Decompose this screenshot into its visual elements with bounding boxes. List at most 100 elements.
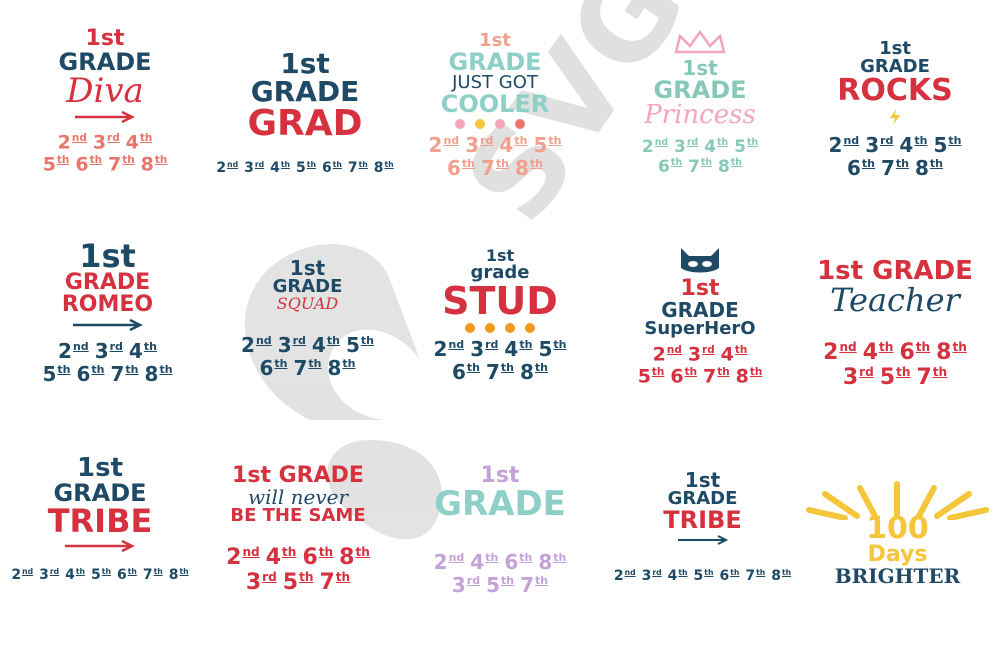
design-tribe: 1st GRADE TRIBE 2nd 3rd 4th 5th 6th 7th 8th — [5, 455, 195, 583]
grade-list: 2nd 3rd 4th 5th 6th 7th 8th — [225, 334, 390, 380]
design-line: Teacher — [830, 281, 960, 319]
grade-row: 3rd 5th 7th — [410, 574, 590, 597]
grade-row: 2nd 4th 6th 8th — [208, 545, 388, 570]
grade-label: 3rd — [842, 364, 874, 391]
design-colorful: 1st GRADE 2nd 4th 6th 8th 3rd 5th 7th — [410, 465, 590, 597]
grade-row: 2nd 3rd 4th 5th — [405, 338, 595, 361]
design-squad: 1st GRADE SQUAD 2nd 3rd 4th 5th 6th 7th 8th — [225, 258, 390, 380]
grade-list: 2nd 3rd 4th 5th 6th 7th 8th — [5, 567, 195, 583]
grade-label: 8th — [168, 566, 189, 583]
grade-label: 3rd — [865, 133, 894, 157]
design-diva: 1st GRADE Diva 2nd 3rd 4th 5th 6th 7th 8th — [20, 28, 190, 176]
grade-label: 2nd — [433, 337, 465, 361]
arrow-icon — [72, 318, 143, 332]
grade-label: 2nd — [428, 133, 460, 157]
grade-label: 8th — [915, 156, 944, 180]
grade-label: 5th — [538, 337, 567, 361]
grade-row: 5th 6th 7th 8th — [20, 154, 190, 176]
grade-label: 4th — [65, 566, 86, 583]
design-line: 1st — [480, 463, 520, 488]
grade-label: 5th — [296, 159, 316, 176]
sun-rays-decoration — [806, 481, 989, 520]
grade-label: 6th — [302, 544, 334, 570]
design-line: Diva — [66, 71, 144, 111]
design-superhero: 1st GRADE SuperHerO 2nd 3rd 4th 5th 6th 7th 8… — [610, 242, 790, 388]
grade-label: 2nd — [241, 333, 272, 357]
grade-label: 4th — [704, 137, 729, 157]
design-line: will never — [247, 485, 349, 509]
grade-label: 8th — [327, 356, 356, 380]
lightning-icon — [890, 109, 900, 125]
grade-row: 2nd 3rd 4th 5th 6th 7th 8th — [200, 160, 410, 176]
grade-label: 7th — [293, 356, 322, 380]
grade-label: 2nd — [58, 339, 89, 363]
design-line: GRADE — [53, 479, 147, 507]
design-line: 1st — [280, 47, 330, 80]
grade-label: 6th — [75, 153, 102, 176]
grade-list: 2nd 4th 6th 8th 3rd 5th 7th — [800, 340, 990, 391]
grade-label: 6th — [451, 360, 480, 384]
design-line: GRADE — [250, 75, 360, 108]
grade-label: 4th — [899, 133, 928, 157]
design-line: 1st — [680, 276, 720, 301]
grade-row: 2nd 3rd 4th 5th — [405, 134, 585, 157]
design-princess: 1st GRADE Princess 2nd 3rd 4th 5th 6th 7th 8t… — [625, 28, 775, 177]
design-tribe-small: 1st GRADE TRIBE 2nd 3rd 4th 5th 6th 7th 8th — [605, 470, 800, 584]
grade-row: 3rd 5th 7th — [800, 365, 990, 390]
grade-label: 5th — [91, 566, 111, 583]
grade-label: 3rd — [687, 343, 715, 366]
design-line: SQUAD — [276, 294, 339, 313]
grade-label: 7th — [703, 365, 730, 388]
design-line: GRADE — [272, 276, 343, 297]
grade-label: 3rd — [674, 137, 699, 157]
design-line: 1st GRADE — [232, 463, 364, 488]
grade-label: 3rd — [94, 339, 123, 363]
grade-label: 4th — [470, 550, 499, 574]
dots-decoration — [455, 119, 525, 129]
grade-label: 3rd — [92, 131, 120, 154]
grade-label: 6th — [658, 156, 683, 177]
design-line: GRADE — [64, 270, 151, 295]
grade-label: 4th — [265, 544, 297, 570]
design-brighter: 100 Days BRIGHTER — [805, 478, 990, 586]
grade-label: 7th — [319, 569, 351, 596]
dots-decoration — [465, 323, 535, 333]
grade-label: 3rd — [277, 333, 306, 357]
grade-row: 6th 7th 8th — [225, 357, 390, 380]
grade-label: 5th — [933, 133, 962, 157]
grade-label: 7th — [520, 573, 549, 597]
grade-list: 2nd 3rd 4th 5th 6th 7th 8th — [800, 134, 990, 180]
design-line: BRIGHTER — [834, 564, 961, 588]
grade-row: 6th 7th 8th — [405, 361, 595, 384]
grade-label: 4th — [862, 339, 894, 365]
grade-label: 6th — [899, 339, 931, 365]
design-line: GRADE — [860, 56, 930, 77]
crown-icon — [674, 30, 726, 54]
grade-row: 6th 7th 8th — [800, 157, 990, 180]
grade-label: 6th — [846, 156, 875, 180]
arrow-icon — [677, 535, 728, 545]
grade-label: 7th — [880, 156, 909, 180]
design-teacher: 1st GRADE Teacher 2nd 4th 6th 8th 3rd 5th 7th — [800, 258, 990, 391]
design-line: SuperHerO — [644, 318, 756, 339]
design-line: 1st — [684, 468, 721, 492]
grade-label: 4th — [667, 567, 688, 584]
grade-label: 7th — [347, 159, 368, 176]
grade-label: 6th — [670, 365, 697, 388]
design-grad: 1st GRADE GRAD 2nd 3rd 4th 5th 6th 7th 8th — [200, 47, 410, 177]
grade-row: 3rd 5th 7th — [208, 570, 388, 595]
grade-label: 3rd — [244, 159, 265, 176]
grade-list: 2nd 3rd 4th 5th 6th 7th 8th — [605, 568, 800, 584]
grade-list: 2nd 3rd 4th 5th 6th 7th 8th — [625, 137, 775, 177]
grade-label: 3rd — [470, 337, 499, 361]
design-cooler: 1st GRADE JUST GOT COOLER 2nd 3rd 4th 5th 6… — [405, 32, 585, 180]
grade-list: 2nd 3rd 4th 5th 6th 7th 8th — [20, 340, 195, 386]
grade-label: 8th — [373, 159, 394, 176]
grade-label: 7th — [485, 360, 514, 384]
grade-list: 2nd 3rd 4th 5th 6th 7th 8th — [200, 160, 410, 176]
design-line: Days — [867, 542, 928, 567]
design-line: STUD — [442, 279, 558, 323]
grade-label: 7th — [110, 362, 139, 386]
grade-list: 2nd 3rd 4th 5th 6th 7th 8th — [20, 131, 190, 176]
design-line: ROMEO — [61, 292, 154, 317]
